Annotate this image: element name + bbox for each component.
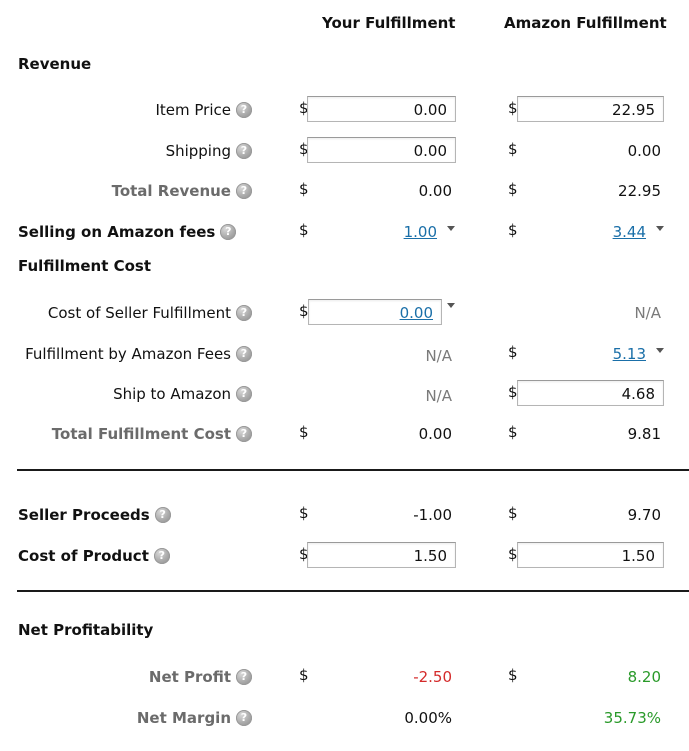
help-icon[interactable]: ? (153, 548, 170, 564)
selling-fees-row: Selling on Amazon fees? $ 1.00 $ 3.44 (0, 217, 689, 247)
amazon-fulfillment-header: Amazon Fulfillment (504, 14, 667, 32)
net-margin-label: Net Margin? (137, 709, 252, 727)
your-item-price-input[interactable]: 0.00 (307, 96, 456, 122)
currency-symbol: $ (508, 383, 518, 401)
help-icon[interactable]: ? (236, 102, 252, 118)
amazon-net-margin-value: 35.73% (603, 709, 661, 727)
help-icon[interactable]: ? (236, 346, 252, 362)
amazon-seller-proceeds-value: 9.70 (627, 506, 661, 524)
your-fulfillment-header: Your Fulfillment (322, 14, 456, 32)
your-total-fulfillment-cost-value: 0.00 (418, 425, 452, 443)
amazon-total-fulfillment-cost-value: 9.81 (627, 425, 661, 443)
your-shipping-input[interactable]: 0.00 (307, 137, 456, 163)
seller-proceeds-label: Seller Proceeds? (18, 506, 171, 524)
revenue-section-title: Revenue (18, 55, 92, 73)
amazon-fba-fees-link[interactable]: 5.13 (612, 345, 646, 363)
currency-symbol: $ (508, 666, 518, 684)
chevron-down-icon[interactable] (656, 226, 664, 231)
currency-symbol: $ (299, 302, 309, 320)
help-icon[interactable]: ? (220, 224, 237, 240)
your-ship-to-amazon-value: N/A (425, 387, 452, 405)
amazon-seller-fulfillment-cost-value: N/A (634, 304, 661, 322)
total-fulfillment-cost-row: Total Fulfillment Cost? $ 0.00 $ 9.81 (0, 419, 689, 449)
currency-symbol: $ (299, 140, 309, 158)
currency-symbol: $ (508, 140, 518, 158)
selling-fees-label: Selling on Amazon fees? (18, 223, 237, 241)
amazon-ship-to-amazon-input[interactable]: 4.68 (517, 380, 664, 406)
total-revenue-label: Total Revenue? (112, 182, 252, 200)
cost-of-product-row: Cost of Product? $ 1.50 $ 1.50 (0, 541, 689, 571)
total-fulfillment-cost-label: Total Fulfillment Cost? (52, 425, 252, 443)
help-icon[interactable]: ? (236, 426, 252, 442)
help-icon[interactable]: ? (154, 507, 171, 523)
help-icon[interactable]: ? (236, 183, 252, 199)
currency-symbol: $ (508, 99, 518, 117)
amazon-total-revenue-value: 22.95 (618, 182, 661, 200)
your-total-revenue-value: 0.00 (418, 182, 452, 200)
chevron-down-icon[interactable] (656, 348, 664, 353)
item-price-label: Item Price? (155, 101, 252, 119)
shipping-row: Shipping? $ 0.00 $ 0.00 (0, 136, 689, 166)
net-profitability-section-title: Net Profitability (18, 621, 154, 639)
currency-symbol: $ (508, 423, 518, 441)
your-seller-proceeds-value: -1.00 (413, 506, 452, 524)
fulfillment-cost-section-title: Fulfillment Cost (18, 257, 152, 275)
help-icon[interactable]: ? (236, 710, 252, 726)
amazon-cost-of-product-input[interactable]: 1.50 (517, 542, 664, 568)
help-icon[interactable]: ? (236, 305, 252, 321)
shipping-label: Shipping? (166, 142, 252, 160)
section-divider (17, 590, 689, 592)
seller-fulfillment-cost-row: Cost of Seller Fulfillment? $ 0.00 N/A (0, 298, 689, 328)
your-cost-of-product-input[interactable]: 1.50 (307, 542, 456, 568)
total-revenue-row: Total Revenue? $ 0.00 $ 22.95 (0, 176, 689, 206)
chevron-down-icon[interactable] (447, 303, 455, 308)
help-icon[interactable]: ? (236, 143, 252, 159)
ship-to-amazon-label: Ship to Amazon? (113, 385, 252, 403)
fba-fees-label: Fulfillment by Amazon Fees? (25, 345, 252, 363)
net-margin-row: Net Margin? 0.00% 35.73% (0, 703, 689, 733)
amazon-selling-fees-link[interactable]: 3.44 (612, 223, 646, 241)
currency-symbol: $ (299, 504, 309, 522)
currency-symbol: $ (299, 423, 309, 441)
currency-symbol: $ (508, 343, 518, 361)
help-icon[interactable]: ? (236, 669, 252, 685)
cost-of-product-label: Cost of Product? (18, 547, 170, 565)
net-profit-row: Net Profit? $ -2.50 $ 8.20 (0, 662, 689, 692)
amazon-shipping-value: 0.00 (627, 142, 661, 160)
currency-symbol: $ (299, 221, 309, 239)
currency-symbol: $ (299, 545, 309, 563)
currency-symbol: $ (299, 666, 309, 684)
currency-symbol: $ (508, 180, 518, 198)
chevron-down-icon[interactable] (447, 226, 455, 231)
amazon-item-price-input[interactable]: 22.95 (517, 96, 664, 122)
section-divider (17, 469, 689, 471)
currency-symbol: $ (299, 180, 309, 198)
your-selling-fees-link[interactable]: 1.00 (403, 223, 437, 241)
currency-symbol: $ (299, 99, 309, 117)
your-fba-fees-value: N/A (425, 347, 452, 365)
amazon-net-profit-value: 8.20 (627, 668, 661, 686)
your-net-margin-value: 0.00% (404, 709, 452, 727)
currency-symbol: $ (508, 221, 518, 239)
net-profit-label: Net Profit? (149, 668, 252, 686)
currency-symbol: $ (508, 504, 518, 522)
seller-proceeds-row: Seller Proceeds? $ -1.00 $ 9.70 (0, 500, 689, 530)
seller-fulfillment-cost-label: Cost of Seller Fulfillment? (48, 304, 252, 322)
ship-to-amazon-row: Ship to Amazon? N/A $ 4.68 (0, 379, 689, 409)
item-price-row: Item Price? $ 0.00 $ 22.95 (0, 95, 689, 125)
fba-fees-row: Fulfillment by Amazon Fees? N/A $ 5.13 (0, 339, 689, 369)
currency-symbol: $ (508, 545, 518, 563)
your-net-profit-value: -2.50 (413, 668, 452, 686)
your-seller-fulfillment-cost-input[interactable]: 0.00 (308, 299, 442, 325)
help-icon[interactable]: ? (236, 386, 252, 402)
